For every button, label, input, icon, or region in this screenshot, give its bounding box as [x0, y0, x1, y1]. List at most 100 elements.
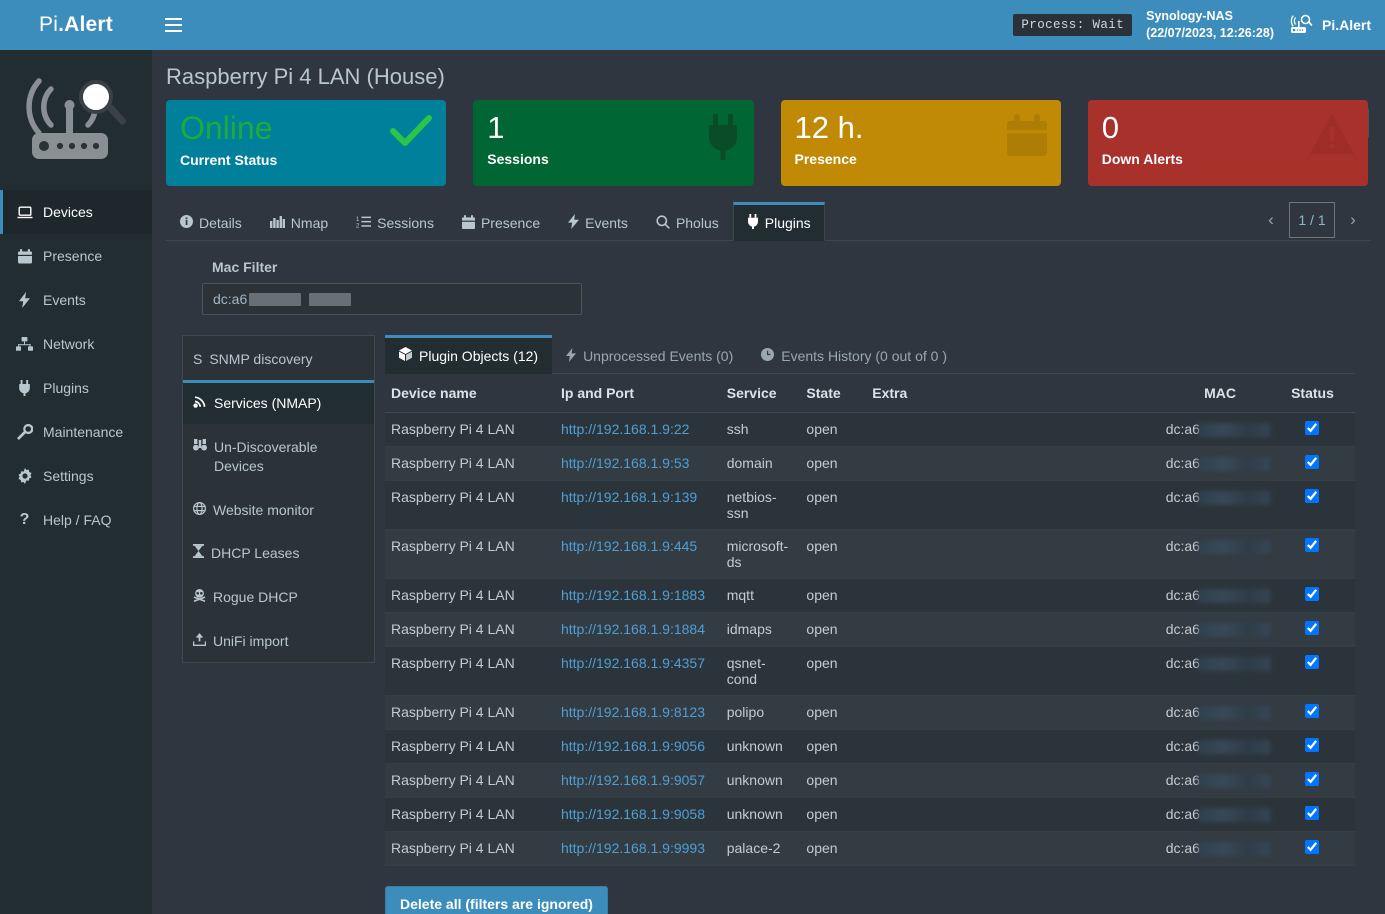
top-nav-right: Process: Wait Synology-NAS (22/07/2023, … — [1013, 8, 1371, 42]
ip-link[interactable]: http://192.168.1.9:9057 — [560, 772, 705, 788]
globe-icon — [192, 501, 207, 520]
brand-logo[interactable]: Pi .Alert — [0, 0, 152, 50]
cell-ip-and-port: http://192.168.1.9:53 — [554, 446, 721, 481]
cell-device-name: Raspberry Pi 4 LAN — [385, 412, 555, 447]
menu-toggle-icon[interactable] — [152, 0, 194, 50]
mac-prefix: dc:a6 — [1165, 489, 1200, 505]
pager-next-button[interactable]: › — [1350, 210, 1356, 229]
redaction-block — [309, 292, 352, 306]
cell-mac: dc:a6 — [1094, 831, 1270, 866]
plugin-item-services-nmap[interactable]: Services (NMAP) — [183, 379, 374, 424]
ip-link[interactable]: http://192.168.1.9:1884 — [560, 621, 705, 637]
sidebar-item-devices[interactable]: Devices — [0, 190, 152, 234]
ip-link[interactable]: http://192.168.1.9:9993 — [560, 840, 705, 856]
status-checkbox[interactable] — [1305, 489, 1320, 503]
redaction-block — [1197, 657, 1270, 672]
ip-link[interactable]: http://192.168.1.9:4357 — [560, 655, 705, 671]
cell-mac: dc:a6 — [1094, 446, 1270, 481]
plugin-item-label: Rogue DHCP — [213, 589, 298, 606]
tab-label: Events — [585, 215, 628, 231]
table-row: Raspberry Pi 4 LAN http://192.168.1.9:812… — [385, 695, 1355, 730]
host-timestamp: (22/07/2023, 12:26:28) — [1146, 26, 1274, 40]
ip-link[interactable]: http://192.168.1.9:9058 — [560, 806, 705, 822]
ip-link[interactable]: http://192.168.1.9:22 — [560, 421, 690, 437]
tab-nmap[interactable]: Nmap — [256, 202, 342, 241]
binoculars-icon — [193, 438, 207, 457]
cell-mac: dc:a6 — [1094, 695, 1270, 730]
status-checkbox[interactable] — [1305, 455, 1320, 469]
col-service[interactable]: Service — [720, 374, 801, 413]
plugin-item-unifi-import[interactable]: UniFi import — [183, 618, 374, 662]
card-down-alerts: 0 Down Alerts — [1087, 100, 1368, 186]
col-extra[interactable]: Extra — [866, 374, 1095, 413]
tab-pholus[interactable]: Pholus — [642, 202, 733, 241]
cell-status — [1269, 529, 1355, 579]
tab-label: Nmap — [290, 215, 329, 231]
status-checkbox[interactable] — [1305, 704, 1320, 718]
sidebar-item-help-faq[interactable]: ? Help / FAQ — [0, 498, 152, 542]
redaction-block — [1197, 623, 1270, 638]
table-row: Raspberry Pi 4 LAN http://192.168.1.9:905… — [385, 797, 1355, 832]
status-checkbox[interactable] — [1305, 587, 1320, 601]
redaction-block — [1197, 423, 1270, 438]
nmap-icon — [269, 215, 285, 231]
user-menu[interactable]: Pi.Alert — [1288, 14, 1371, 36]
delete-all-button[interactable]: Delete all (filters are ignored) — [385, 886, 608, 914]
sidebar-item-settings[interactable]: Settings — [0, 454, 152, 498]
status-checkbox[interactable] — [1305, 840, 1320, 854]
mac-filter-input[interactable]: dc:a6 — [202, 283, 582, 315]
ip-link[interactable]: http://192.168.1.9:53 — [560, 455, 690, 471]
status-checkbox[interactable] — [1305, 806, 1320, 820]
cell-service: palace-2 — [720, 831, 801, 866]
ip-link[interactable]: http://192.168.1.9:9056 — [560, 738, 705, 754]
status-checkbox[interactable] — [1305, 738, 1320, 752]
sidebar-item-plugins[interactable]: Plugins — [0, 366, 152, 410]
cell-device-name: Raspberry Pi 4 LAN — [385, 729, 555, 764]
calendar-icon — [1006, 114, 1047, 161]
sidebar-item-presence[interactable]: Presence — [0, 234, 152, 278]
col-ip-and-port[interactable]: Ip and Port — [554, 374, 721, 413]
col-device-name[interactable]: Device name — [385, 374, 555, 413]
cell-mac: dc:a6 — [1094, 763, 1270, 798]
tab-plugins[interactable]: Plugins — [732, 202, 825, 241]
ip-link[interactable]: http://192.168.1.9:445 — [560, 538, 698, 554]
mac-prefix: dc:a6 — [1165, 840, 1200, 856]
status-checkbox[interactable] — [1305, 421, 1320, 435]
inner-tab-plugin-objects[interactable]: Plugin Objects (12) — [385, 335, 553, 374]
col-status[interactable]: Status — [1269, 374, 1355, 413]
status-checkbox[interactable] — [1305, 621, 1320, 635]
plugin-item-snmp-discovery[interactable]: S SNMP discovery — [183, 336, 374, 380]
status-checkbox[interactable] — [1305, 538, 1320, 552]
pager-prev-button[interactable]: ‹ — [1268, 210, 1274, 229]
table-row: Raspberry Pi 4 LAN http://192.168.1.9:139… — [385, 480, 1355, 530]
inner-tab-events-history[interactable]: Events History (0 out of 0 ) — [747, 335, 961, 374]
card-value: 1 — [487, 110, 505, 145]
sidebar-item-events[interactable]: Events — [0, 278, 152, 322]
inner-tab-unprocessed-events[interactable]: Unprocessed Events (0) — [552, 335, 747, 374]
cell-ip-and-port: http://192.168.1.9:445 — [554, 529, 721, 579]
cell-service: netbios-ssn — [720, 480, 801, 530]
col-state[interactable]: State — [800, 374, 867, 413]
pager-page-indicator[interactable]: 1 / 1 — [1289, 202, 1335, 238]
plugin-item-rogue-dhcp[interactable]: Rogue DHCP — [183, 574, 374, 618]
tab-details[interactable]: Details — [166, 202, 256, 241]
plugin-item-dhcp-leases[interactable]: DHCP Leases — [183, 530, 374, 574]
cell-mac: dc:a6 — [1094, 412, 1270, 447]
brand-suffix: .Alert — [58, 13, 113, 36]
cell-ip-and-port: http://192.168.1.9:9058 — [554, 797, 721, 832]
ip-link[interactable]: http://192.168.1.9:1883 — [560, 587, 705, 603]
cell-mac: dc:a6 — [1094, 797, 1270, 832]
col-mac[interactable]: MAC — [1094, 374, 1270, 413]
sidebar-item-maintenance[interactable]: Maintenance — [0, 410, 152, 454]
mac-prefix: dc:a6 — [1165, 455, 1200, 471]
ip-link[interactable]: http://192.168.1.9:8123 — [560, 704, 705, 720]
ip-link[interactable]: http://192.168.1.9:139 — [560, 489, 698, 505]
status-checkbox[interactable] — [1305, 655, 1320, 669]
plugin-item-un-discoverable-devices[interactable]: Un-Discoverable Devices — [183, 424, 374, 487]
status-checkbox[interactable] — [1305, 772, 1320, 786]
plugin-item-website-monitor[interactable]: Website monitor — [183, 487, 374, 531]
tab-events[interactable]: Events — [554, 202, 642, 241]
sidebar-item-network[interactable]: Network — [0, 322, 152, 366]
tab-presence[interactable]: Presence — [448, 202, 554, 241]
